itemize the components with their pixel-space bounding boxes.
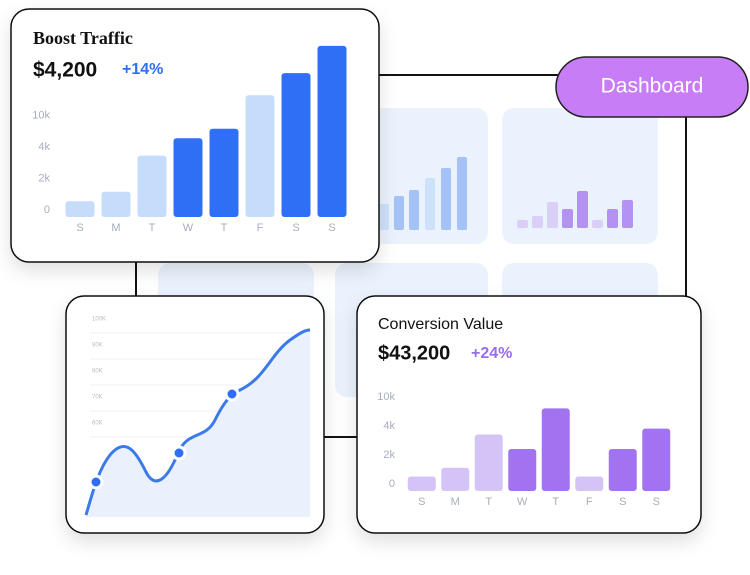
card-title: Boost Traffic	[33, 28, 133, 48]
card-value: $43,200	[378, 342, 450, 364]
bar	[137, 155, 167, 217]
bar	[474, 434, 503, 491]
panel	[502, 108, 658, 244]
card-value: $4,200	[33, 59, 97, 82]
bar	[209, 128, 239, 217]
x-tick-label: S	[292, 222, 299, 234]
line-area	[86, 330, 310, 517]
x-tick-label: M	[451, 496, 460, 508]
y-tick-label: 60K	[92, 421, 103, 427]
x-tick-label: S	[328, 222, 335, 234]
badge-text: Dashboard	[601, 75, 704, 98]
x-tick-label: S	[653, 496, 660, 508]
card-change: +14%	[122, 61, 163, 78]
y-tick-label: 4k	[383, 420, 395, 432]
y-tick-label: 100K	[92, 317, 106, 323]
bar	[173, 138, 203, 217]
x-tick-label: W	[183, 222, 194, 234]
y-tick-label: 0	[44, 204, 50, 216]
x-tick-label: S	[619, 496, 626, 508]
badge	[555, 56, 749, 118]
bar	[642, 428, 671, 491]
y-tick-label: 90K	[92, 343, 103, 349]
y-tick-label: 10k	[32, 109, 50, 121]
y-tick-label: 2k	[38, 172, 50, 184]
x-tick-label: T	[552, 496, 559, 508]
bar	[65, 201, 95, 217]
bar	[407, 476, 436, 491]
bar	[317, 45, 347, 217]
bar	[608, 448, 637, 491]
card-title: Conversion Value	[378, 316, 503, 333]
y-tick-label: 0	[389, 478, 395, 490]
bar	[508, 448, 537, 491]
bar	[245, 95, 275, 217]
x-tick-label: T	[149, 222, 156, 234]
y-tick-label: 4k	[38, 141, 50, 153]
line-dots	[88, 386, 240, 490]
x-tick-label: T	[221, 222, 228, 234]
x-tick-label: F	[586, 496, 593, 508]
bar	[281, 73, 311, 218]
line-curve	[84, 328, 311, 516]
y-tick-label: 2k	[383, 449, 395, 461]
bar	[101, 191, 131, 217]
bar	[575, 476, 604, 491]
card-change: +24%	[471, 345, 512, 362]
x-tick-label: M	[111, 222, 120, 234]
y-tick-label: 80K	[92, 369, 103, 375]
x-tick-label: S	[76, 222, 83, 234]
x-tick-label: W	[517, 496, 528, 508]
bar	[541, 408, 570, 491]
y-tick-label: 70K	[92, 395, 103, 401]
y-tick-label: 10k	[377, 391, 395, 403]
x-tick-label: T	[485, 496, 492, 508]
mini-bars	[379, 157, 633, 230]
x-tick-label: F	[257, 222, 264, 234]
x-tick-label: S	[418, 496, 425, 508]
bar	[441, 467, 470, 491]
